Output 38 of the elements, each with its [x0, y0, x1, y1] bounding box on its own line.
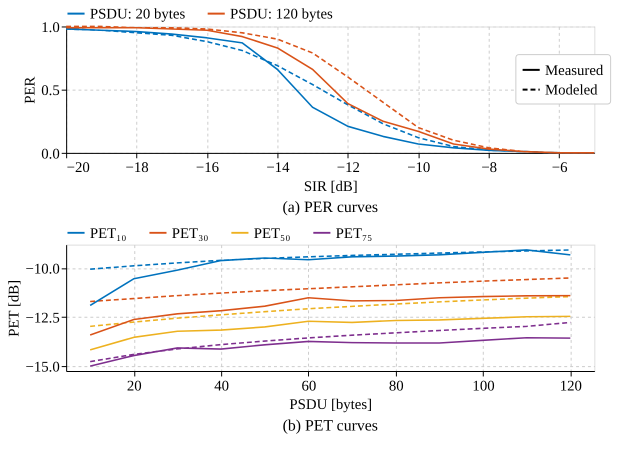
legend-label: PET₁₀	[90, 226, 126, 242]
line-series	[89, 249, 572, 306]
y-tick-label: 0.5	[41, 83, 60, 100]
y-axis-title: PET [dB]	[6, 280, 23, 337]
x-tick-label: −16	[196, 160, 220, 176]
y-axis-title: PER	[22, 76, 38, 104]
legend-label: PET₅₀	[254, 226, 290, 242]
annotation: Modeled	[544, 82, 598, 99]
legend-label: PET₃₀	[172, 226, 208, 242]
x-axis-title: SIR [dB]	[304, 178, 358, 195]
text: (a) PER curves	[282, 199, 378, 216]
x-tick-label: 80	[388, 378, 404, 394]
x-tick-label: 100	[472, 378, 495, 394]
line-series	[89, 316, 572, 351]
x-tick-label: −10	[407, 160, 430, 176]
legend-label: PSDU: 120 bytes	[230, 6, 334, 23]
x-tick-label: −20	[66, 160, 90, 176]
line-series	[89, 294, 572, 336]
y-tick-label: 1.0	[41, 20, 60, 36]
y-tick-label: −12.5	[25, 310, 60, 327]
line-series	[89, 277, 572, 302]
x-tick-label: −6	[552, 160, 568, 176]
text: (b) PET curves	[282, 417, 378, 434]
x-tick-label: 40	[214, 378, 230, 394]
legend-label: PSDU: 20 bytes	[90, 6, 186, 23]
x-tick-label: 60	[302, 378, 316, 394]
x-tick-label: −18	[125, 160, 149, 176]
x-tick-label: 20	[126, 378, 142, 394]
y-tick-label: 0.0	[41, 146, 60, 162]
x-tick-label: −14	[266, 160, 290, 176]
legend-label: PET₇₅	[336, 226, 372, 242]
x-tick-label: 120	[560, 378, 582, 394]
x-tick-label: −8	[481, 160, 498, 176]
x-tick-label: −12	[336, 160, 360, 176]
annotation: Measured	[544, 62, 604, 79]
x-axis-title: PSDU [bytes]	[289, 397, 372, 414]
y-tick-label: −15.0	[25, 360, 60, 376]
y-tick-label: −10.0	[25, 262, 60, 278]
